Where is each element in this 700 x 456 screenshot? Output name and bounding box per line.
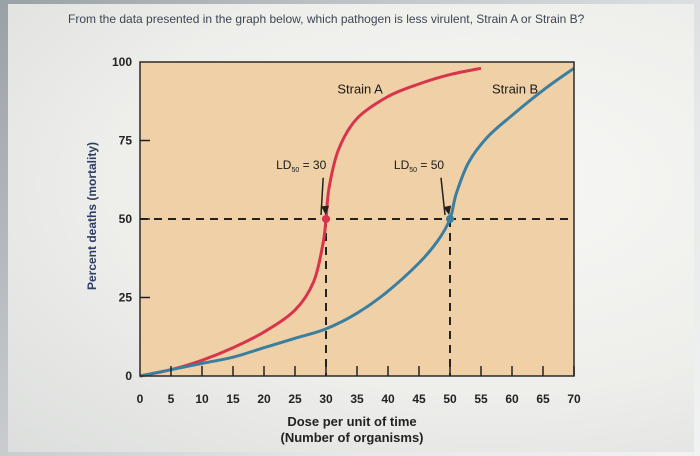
x-tick-label: 20 <box>257 392 271 406</box>
x-tick-label: 50 <box>443 392 457 406</box>
series-line-strain-a <box>139 66 482 378</box>
ld50-label-1: LD50 = 30 <box>276 158 326 174</box>
x-axis-label-line2: (Number of organisms) <box>280 430 423 445</box>
x-tick-label: 15 <box>226 392 240 406</box>
y-tick-label: 75 <box>119 134 133 148</box>
series-label-strain-a: Strain A <box>337 81 383 96</box>
ld50-point-2 <box>446 215 454 223</box>
series-line-strain-b <box>139 67 575 378</box>
x-tick-label: 0 <box>137 392 144 406</box>
y-tick-label: 50 <box>119 212 133 226</box>
series-label-strain-b: Strain B <box>492 81 538 96</box>
y-axis-label: Percent deaths (mortality) <box>85 142 99 290</box>
x-tick-label: 70 <box>567 392 581 406</box>
question-text: From the data presented in the graph bel… <box>68 12 585 26</box>
x-tick-label: 35 <box>350 392 364 406</box>
x-tick-label: 65 <box>536 392 550 406</box>
ld50-arrow-head-1 <box>321 205 330 216</box>
x-tick-label: 25 <box>288 392 302 406</box>
y-tick-label: 100 <box>112 55 132 69</box>
x-tick-label: 40 <box>381 392 395 406</box>
y-tick-label: 25 <box>119 291 133 305</box>
x-axis-label-line1: Dose per unit of time <box>287 414 416 429</box>
x-tick-label: 60 <box>505 392 519 406</box>
x-tick-label: 10 <box>195 392 209 406</box>
ld50-label-2: LD50 = 50 <box>394 158 444 174</box>
x-tick-label: 55 <box>474 392 488 406</box>
x-tick-label: 30 <box>319 392 333 406</box>
ld50-arrow-shaft-2 <box>440 177 446 216</box>
x-tick-label: 5 <box>168 392 175 406</box>
y-tick-label: 0 <box>125 369 132 383</box>
x-tick-label: 45 <box>412 392 426 406</box>
ld50-arrow-shaft-1 <box>320 177 324 216</box>
ld50-point-1 <box>322 215 330 223</box>
ld50-arrow-head-2 <box>443 205 452 216</box>
